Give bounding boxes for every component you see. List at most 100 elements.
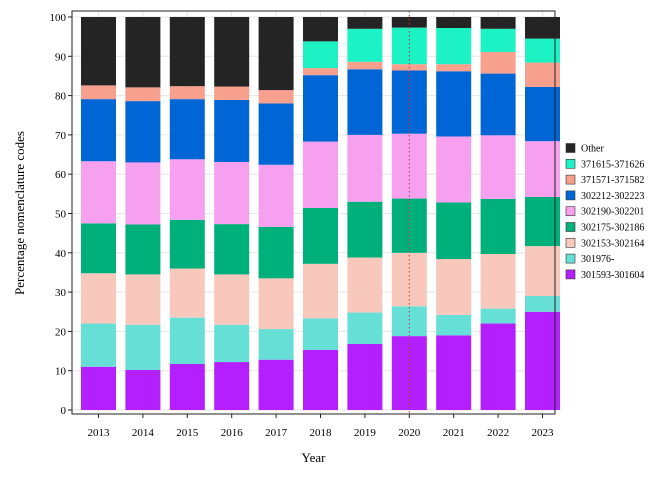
bar-segment <box>125 224 161 275</box>
x-tick-label: 2021 <box>443 427 465 439</box>
bar-segment <box>303 349 338 410</box>
bar-segment <box>480 51 516 74</box>
bar-segment <box>258 17 294 91</box>
bar-segment <box>125 274 161 325</box>
x-tick-label: 2015 <box>176 427 199 439</box>
bar-segment <box>436 17 472 29</box>
bar-segment <box>525 196 560 247</box>
bar-segment <box>214 274 250 325</box>
legend-swatch <box>565 190 576 201</box>
legend-label: 371571-371582 <box>581 175 644 186</box>
legend-swatch <box>565 222 576 232</box>
y-tick-label: 90 <box>55 51 67 63</box>
bar-segment <box>525 38 560 63</box>
bar-segment <box>125 17 161 88</box>
bar-segment <box>169 268 205 318</box>
y-tick-label: 60 <box>55 169 67 181</box>
bar-segment <box>125 369 161 410</box>
bar-segment <box>214 224 250 275</box>
y-tick-label: 40 <box>55 248 67 260</box>
bar-segment <box>81 17 116 86</box>
x-tick-label: 2020 <box>398 427 421 439</box>
legend-label: 301976- <box>581 254 614 265</box>
bar-segment <box>436 136 472 203</box>
x-tick-label: 2018 <box>310 427 333 439</box>
y-tick-label: 70 <box>55 130 67 142</box>
bar-segment <box>347 201 383 258</box>
bar-segment <box>214 162 250 225</box>
bar-segment <box>81 85 116 100</box>
bar-segment <box>303 17 338 42</box>
bar-segment <box>125 162 161 225</box>
bar-segment <box>81 161 116 224</box>
bar-segment <box>480 253 516 309</box>
bar-segment <box>303 207 338 264</box>
legend-label: 302153-302164 <box>581 238 644 249</box>
bar-segment <box>480 323 516 410</box>
legend-label: 302212-302223 <box>581 191 644 202</box>
y-tick-label: 10 <box>55 366 67 378</box>
bar-segment <box>525 296 560 312</box>
bar-segment <box>258 103 294 165</box>
bar-segment <box>303 141 338 208</box>
bar-segment <box>169 86 205 100</box>
bar-segment <box>125 87 161 102</box>
y-tick-label: 80 <box>55 91 67 103</box>
bar-segment <box>125 324 161 370</box>
bar-segment <box>258 359 294 410</box>
bar-segment <box>303 318 338 350</box>
bar-segment <box>347 17 383 29</box>
y-tick-label: 0 <box>61 405 67 417</box>
legend-label: Other <box>581 144 604 155</box>
bar-segment <box>258 278 294 330</box>
bar-segment <box>347 312 383 344</box>
x-tick-label: 2019 <box>354 427 377 439</box>
bar-segment <box>347 28 383 62</box>
x-axis-title: Year <box>302 450 327 465</box>
bar-segment <box>525 311 560 410</box>
bar-segment <box>436 335 472 410</box>
y-axis-title: Percentage nomenclature codes <box>12 131 27 295</box>
y-tick-label: 50 <box>55 209 67 221</box>
bar-segment <box>347 257 383 313</box>
legend-swatch <box>565 143 576 153</box>
bar-segment <box>480 17 516 29</box>
x-tick-label: 2014 <box>132 427 155 439</box>
bar-segment <box>480 198 516 254</box>
bar-segment <box>391 198 427 253</box>
x-tick-label: 2016 <box>221 427 244 439</box>
x-tick-label: 2023 <box>532 427 555 439</box>
bar-segment <box>81 323 116 367</box>
y-tick-label: 30 <box>55 287 67 299</box>
bar-segment <box>436 28 472 65</box>
bar-segment <box>214 86 250 100</box>
legend: Other 371615-371626 371571-371582 302212-30… <box>565 143 644 281</box>
legend-label: 301593-301604 <box>581 270 644 281</box>
bar-segment <box>347 69 383 135</box>
bar-segment <box>169 364 205 410</box>
y-tick-label: 100 <box>50 12 67 24</box>
axes: 0 10 20 30 40 50 60 70 80 90 100 2013 2014 2015 2016 20… <box>50 12 555 439</box>
bar-segment <box>258 329 294 360</box>
bar-segment <box>525 141 560 197</box>
bar-segment <box>169 99 205 160</box>
legend-label: 371615-371626 <box>581 159 644 170</box>
bar-segment <box>480 28 516 52</box>
bar-segment <box>81 223 116 274</box>
bar-segment <box>391 27 427 65</box>
x-tick-label: 2022 <box>487 427 509 439</box>
legend-label: 302190-302201 <box>581 207 644 218</box>
bar-segment <box>258 164 294 227</box>
bar-segment <box>214 324 250 363</box>
bar-segment <box>436 314 472 336</box>
bar-segment <box>436 202 472 260</box>
bar-segment <box>525 17 560 39</box>
bar-segment <box>303 263 338 319</box>
bar-segment <box>436 64 472 72</box>
legend-label: 302175-302186 <box>581 223 644 234</box>
bar-segment <box>436 259 472 315</box>
bar-segment <box>169 17 205 87</box>
bar-segment <box>169 317 205 365</box>
